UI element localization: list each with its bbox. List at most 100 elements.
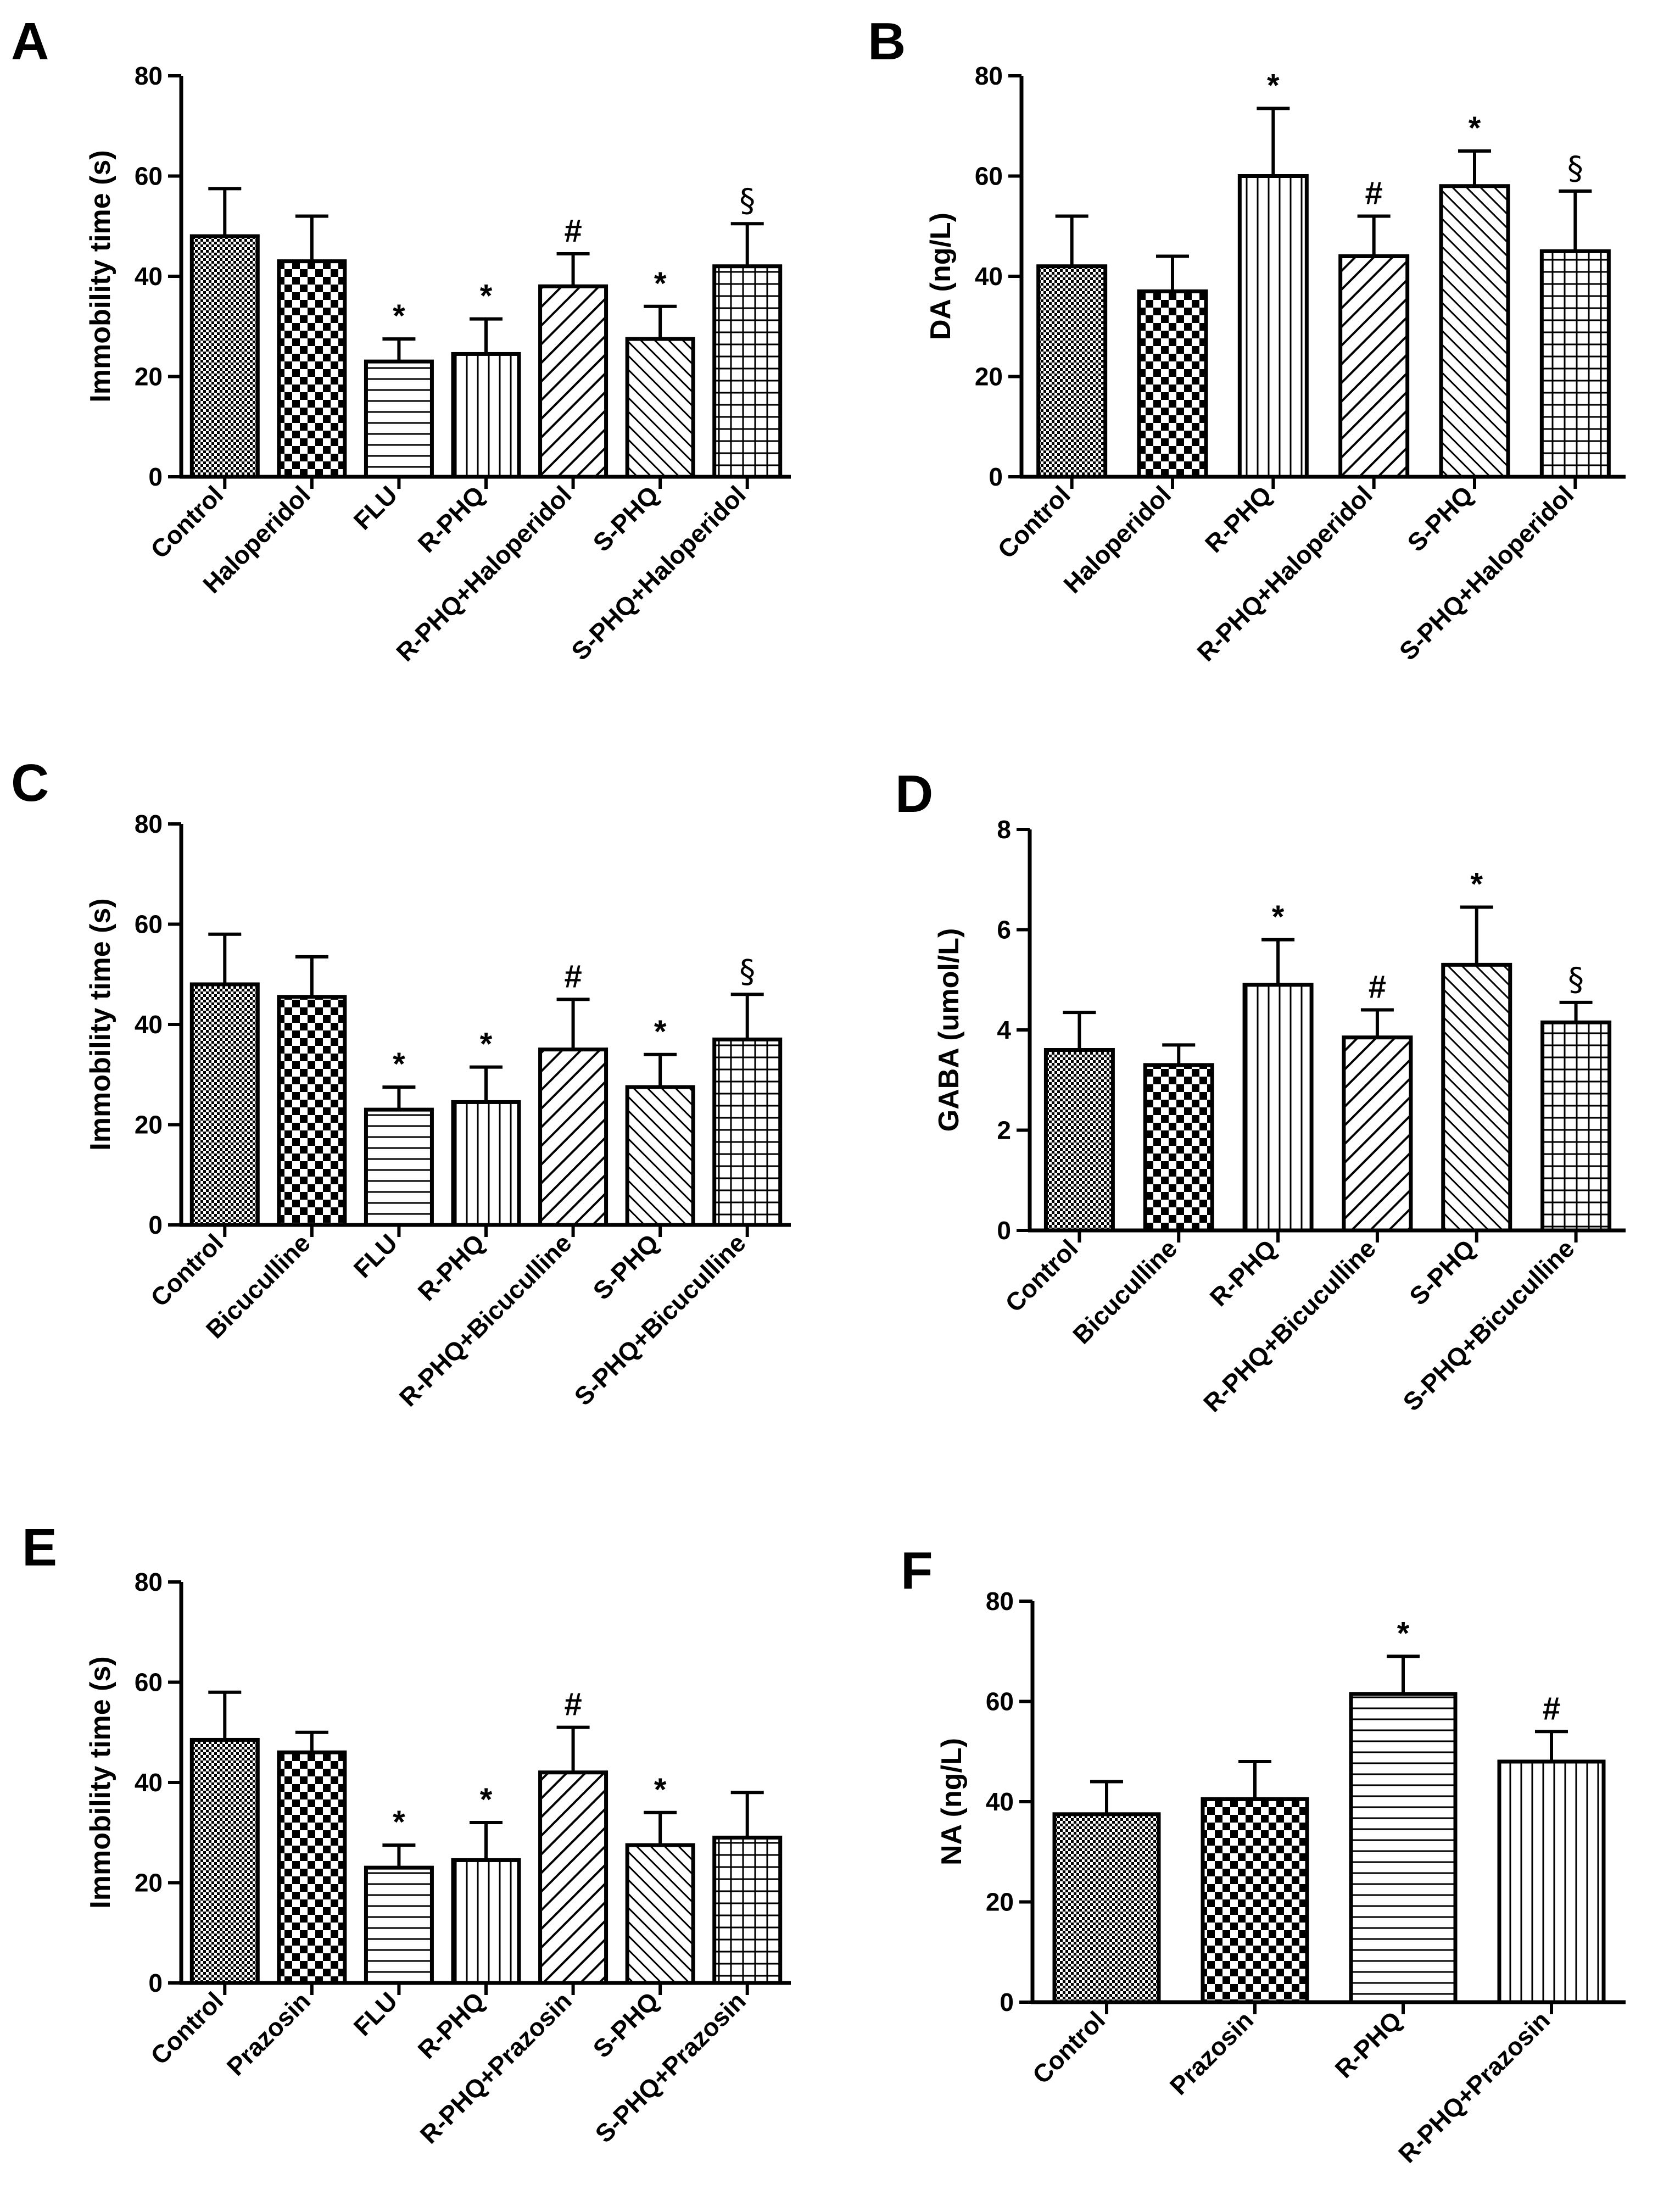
bar-control [1052, 1812, 1161, 2004]
significance-marker: § [739, 952, 755, 990]
error-bar [1460, 905, 1493, 965]
y-tick-label: 80 [135, 62, 163, 90]
y-axis-title: Immobility time (s) [85, 898, 116, 1150]
y-tick-label: 2 [997, 1116, 1011, 1145]
significance-marker: * [1272, 899, 1285, 935]
bar-prazosin [277, 1750, 347, 1985]
significance-marker: * [654, 1014, 667, 1050]
significance-marker: * [393, 1804, 405, 1840]
category-label: S-PHQ [587, 480, 664, 557]
bar-s-phq [625, 337, 695, 479]
category-label: R-PHQ+Haloperidol [390, 480, 577, 666]
error-bar [470, 1821, 503, 1860]
significance-marker: # [1543, 1691, 1560, 1726]
error-bar [1090, 1780, 1123, 1814]
error-bar [1261, 938, 1295, 985]
bar-r-phq [451, 352, 521, 479]
y-tick-label: 60 [975, 162, 1003, 191]
significance-marker: * [480, 1027, 493, 1062]
panel-letter: C [11, 754, 49, 812]
bar-r-phq [1237, 174, 1309, 479]
panel-letter: B [868, 12, 906, 71]
category-label: FLU [348, 1986, 403, 2041]
bar-control [1043, 1048, 1115, 1233]
significance-marker: * [1267, 68, 1280, 103]
y-tick-label: 40 [975, 262, 1003, 291]
category-label: FLU [348, 480, 403, 535]
bar-control [1036, 264, 1108, 479]
category-label: S-PHQ [1404, 1234, 1481, 1311]
category-label: Control [145, 480, 228, 564]
category-label: Control [1000, 1234, 1083, 1317]
error-bar [295, 955, 328, 997]
bar-flu [364, 1107, 434, 1227]
category-label: R-PHQ+Prazosin [414, 1986, 577, 2149]
error-bar [1055, 214, 1088, 266]
bar-control [189, 1737, 260, 1985]
error-bar [295, 1730, 328, 1753]
y-tick-label: 80 [135, 1568, 163, 1596]
bar-prazosin [1201, 1797, 1309, 2004]
category-label: R-PHQ [412, 480, 490, 558]
error-bar [1559, 189, 1592, 252]
y-axis-title: Immobility time (s) [85, 150, 116, 402]
significance-marker: § [739, 182, 755, 219]
error-bar [644, 304, 677, 339]
significance-marker: * [654, 266, 667, 302]
error-bar [644, 1052, 677, 1088]
error-bar [208, 932, 242, 984]
category-label: S-PHQ+Haloperidol [1394, 480, 1579, 666]
panel-letter: D [895, 765, 933, 823]
panel-c: CControlBicuculline*FLU*R-PHQ#R-PHQ+Bicu… [11, 754, 791, 1412]
bar-haloperidol [277, 259, 347, 479]
significance-marker: § [1567, 149, 1583, 187]
bar-r-phq-haloperidol [1338, 254, 1410, 479]
error-bar [208, 1690, 242, 1740]
bar-s-phq-haloperidol [712, 264, 783, 479]
category-label: R-PHQ+Haloperidol [1191, 480, 1377, 666]
category-label: FLU [348, 1228, 403, 1283]
category-label: R-PHQ [412, 1228, 490, 1306]
category-label: Control [145, 1986, 228, 2070]
significance-marker: * [1469, 110, 1481, 146]
category-label: R-PHQ [1329, 2005, 1407, 2083]
category-label: R-PHQ+Prazosin [1393, 2005, 1555, 2168]
bar-haloperidol [1137, 289, 1208, 479]
error-bar [1238, 1760, 1271, 1799]
bar-s-phq [1439, 184, 1510, 479]
category-label: Prazosin [1164, 2005, 1259, 2100]
y-tick-label: 0 [148, 1969, 163, 1997]
bar-control [189, 234, 260, 479]
category-label: Control [992, 480, 1075, 564]
error-bar [382, 1843, 416, 1868]
significance-marker: * [480, 1782, 493, 1818]
error-bar [556, 252, 590, 287]
y-tick-label: 0 [148, 1211, 163, 1239]
y-tick-label: 0 [148, 463, 163, 491]
category-label: R-PHQ [412, 1986, 490, 2064]
y-tick-label: 20 [986, 1888, 1014, 1916]
category-label: S-PHQ [587, 1228, 664, 1305]
category-label: Prazosin [221, 1986, 316, 2081]
y-tick-label: 60 [135, 1668, 163, 1697]
significance-marker: # [1369, 970, 1386, 1005]
error-bar [1387, 1654, 1420, 1694]
significance-marker: * [393, 298, 405, 334]
y-tick-label: 0 [989, 463, 1003, 491]
error-bar [1458, 149, 1491, 186]
bar-r-phq [451, 1858, 521, 1985]
bar-r-phq-haloperidol [538, 284, 609, 479]
significance-marker: * [1470, 866, 1483, 902]
error-bar [1559, 1000, 1593, 1023]
bar-r-phq [1349, 1692, 1458, 2004]
y-tick-label: 20 [135, 1869, 163, 1897]
panel-letter: A [11, 12, 49, 71]
y-tick-label: 40 [986, 1787, 1014, 1816]
y-axis-title: DA (ng/L) [925, 213, 957, 340]
bar-r-phq-prazosin [538, 1770, 609, 1985]
significance-marker: * [393, 1046, 405, 1082]
category-label: S-PHQ+Bicuculline [568, 1228, 751, 1411]
y-tick-label: 40 [135, 262, 163, 291]
error-bar [382, 337, 416, 362]
